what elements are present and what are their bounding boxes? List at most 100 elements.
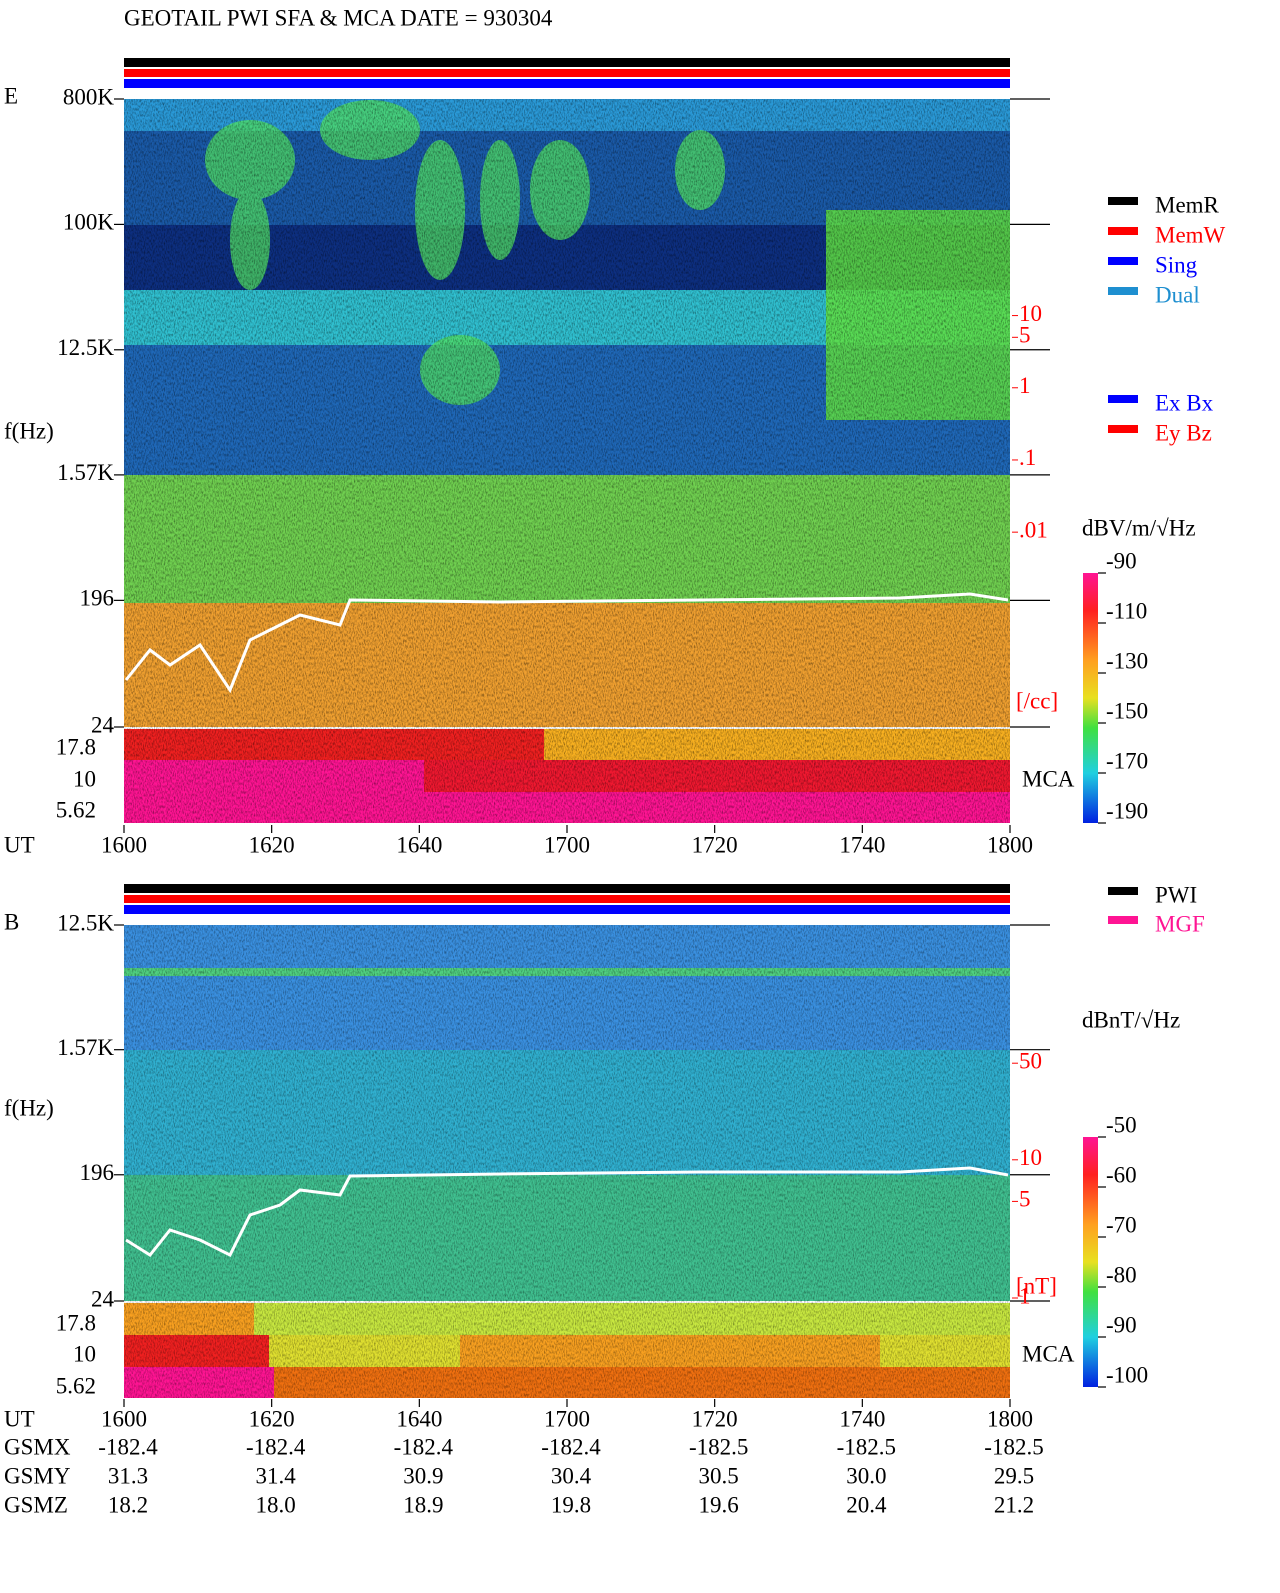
- mca-tick-label: 17.8: [56, 1310, 96, 1335]
- legend-label: Sing: [1155, 252, 1198, 277]
- mca-label: MCA: [1022, 766, 1075, 791]
- colorbar-tick-label: -90: [1106, 548, 1137, 573]
- legend-label: Ex Bx: [1155, 390, 1214, 415]
- orbit-value: 30.0: [846, 1463, 886, 1488]
- spectrogram-e: [124, 99, 1010, 823]
- orbit-value: 29.5: [994, 1463, 1034, 1488]
- density-tick-label: .01: [1019, 517, 1048, 542]
- density-unit: [nT]: [1016, 1273, 1057, 1298]
- legend-label: Ey Bz: [1155, 420, 1212, 445]
- mca-label: MCA: [1022, 1341, 1075, 1366]
- x-tick-label: 1640: [396, 832, 442, 857]
- colorbar-tick-label: -60: [1106, 1162, 1137, 1187]
- panel-label: B: [4, 909, 19, 934]
- orbit-value: -182.5: [984, 1434, 1043, 1459]
- orbit-row-label: GSMZ: [4, 1492, 68, 1517]
- orbit-value: 30.4: [551, 1463, 592, 1488]
- orbit-value: 18.2: [108, 1492, 148, 1517]
- x-tick-label: 1720: [692, 1406, 738, 1431]
- x-tick-label: 1700: [544, 832, 590, 857]
- density-tick-label: 10: [1019, 301, 1042, 326]
- orbit-value: -182.5: [837, 1434, 896, 1459]
- orbit-value: 18.0: [256, 1492, 296, 1517]
- density-unit: [/cc]: [1016, 688, 1058, 713]
- density-tick-label: 1: [1019, 373, 1031, 398]
- y-axis-label: f(Hz): [4, 418, 54, 443]
- y-tick-label: 1.57K: [57, 460, 114, 485]
- mca-tick-label: 5.62: [56, 1373, 96, 1398]
- colorbar-tick-label: -150: [1106, 698, 1148, 723]
- legend-swatch: [1108, 287, 1138, 295]
- orbit-value: 19.6: [699, 1492, 739, 1517]
- orbit-value: 20.4: [846, 1492, 887, 1517]
- y-tick-label: 800K: [63, 84, 115, 109]
- x-tick-label: 1640: [396, 1406, 442, 1431]
- colorbar-tick-label: -110: [1106, 598, 1147, 623]
- x-tick-label: 1800: [987, 832, 1033, 857]
- y-tick-label: 100K: [63, 210, 115, 235]
- orbit-value: -182.5: [689, 1434, 748, 1459]
- y-tick-label: 24: [91, 712, 115, 737]
- title: GEOTAIL PWI SFA & MCA DATE = 930304: [124, 5, 553, 30]
- orbit-value: -182.4: [98, 1434, 158, 1459]
- legend-label: MemW: [1155, 222, 1226, 247]
- x-tick-label: 1620: [249, 832, 295, 857]
- x-tick-label: 1700: [544, 1406, 590, 1431]
- orbit-value: 18.9: [403, 1492, 443, 1517]
- y-tick-label: 24: [91, 1286, 115, 1311]
- orbit-row-label: GSMX: [4, 1434, 71, 1459]
- colorbar-tick-label: -190: [1106, 798, 1148, 823]
- orbit-value: 30.9: [403, 1463, 443, 1488]
- mca-tick-label: 10: [73, 1341, 96, 1366]
- density-tick-label: 5: [1019, 323, 1031, 348]
- legend-swatch: [1108, 887, 1138, 895]
- x-tick-label: 1740: [839, 832, 885, 857]
- legend-label: MGF: [1155, 911, 1205, 936]
- colorbar-unit: dBV/m/√Hz: [1082, 515, 1196, 540]
- x-tick-label: 1740: [839, 1406, 885, 1431]
- colorbar-tick-label: -170: [1106, 748, 1148, 773]
- mca-tick-label: 17.8: [56, 734, 96, 759]
- y-tick-label: 12.5K: [57, 910, 114, 935]
- orbit-value: -182.4: [541, 1434, 601, 1459]
- density-tick-label: 1: [1019, 1283, 1031, 1308]
- legend-swatch: [1108, 227, 1138, 235]
- legend-label: MemR: [1155, 192, 1220, 217]
- orbit-value: 19.8: [551, 1492, 591, 1517]
- colorbar-b: [1083, 1137, 1098, 1387]
- legend-swatch: [1108, 395, 1138, 403]
- colorbar-tick-label: -50: [1106, 1112, 1137, 1137]
- legend-label: Dual: [1155, 282, 1200, 307]
- colorbar-e: [1083, 573, 1098, 823]
- x-tick-label: 1800: [987, 1406, 1033, 1431]
- orbit-value: 31.4: [256, 1463, 297, 1488]
- colorbar-tick-label: -100: [1106, 1362, 1148, 1387]
- legend-label: PWI: [1155, 882, 1197, 907]
- colorbar-tick-label: -80: [1106, 1262, 1137, 1287]
- density-tick-label: 50: [1019, 1048, 1042, 1073]
- orbit-value: -182.4: [394, 1434, 454, 1459]
- legend-swatch: [1108, 197, 1138, 205]
- time-axis-label: UT: [4, 832, 35, 857]
- density-tick-label: .1: [1019, 445, 1036, 470]
- y-axis-label: f(Hz): [4, 1095, 54, 1120]
- colorbar-tick-label: -130: [1106, 648, 1148, 673]
- x-tick-label: 1620: [249, 1406, 295, 1431]
- y-tick-label: 12.5K: [57, 335, 114, 360]
- x-tick-label: 1600: [101, 832, 147, 857]
- orbit-value: -182.4: [246, 1434, 306, 1459]
- colorbar-tick-label: -90: [1106, 1312, 1137, 1337]
- x-tick-label: 1720: [692, 832, 738, 857]
- y-tick-label: 196: [80, 586, 115, 611]
- y-tick-label: 196: [80, 1160, 115, 1185]
- legend-swatch: [1108, 257, 1138, 265]
- colorbar-tick-label: -70: [1106, 1212, 1137, 1237]
- legend-swatch: [1108, 425, 1138, 433]
- panel-label: E: [4, 83, 18, 108]
- spectrogram-b: [124, 925, 1010, 1398]
- orbit-value: 30.5: [699, 1463, 739, 1488]
- y-tick-label: 1.57K: [57, 1035, 114, 1060]
- density-tick-label: 5: [1019, 1187, 1031, 1212]
- time-axis-label: UT: [4, 1406, 35, 1431]
